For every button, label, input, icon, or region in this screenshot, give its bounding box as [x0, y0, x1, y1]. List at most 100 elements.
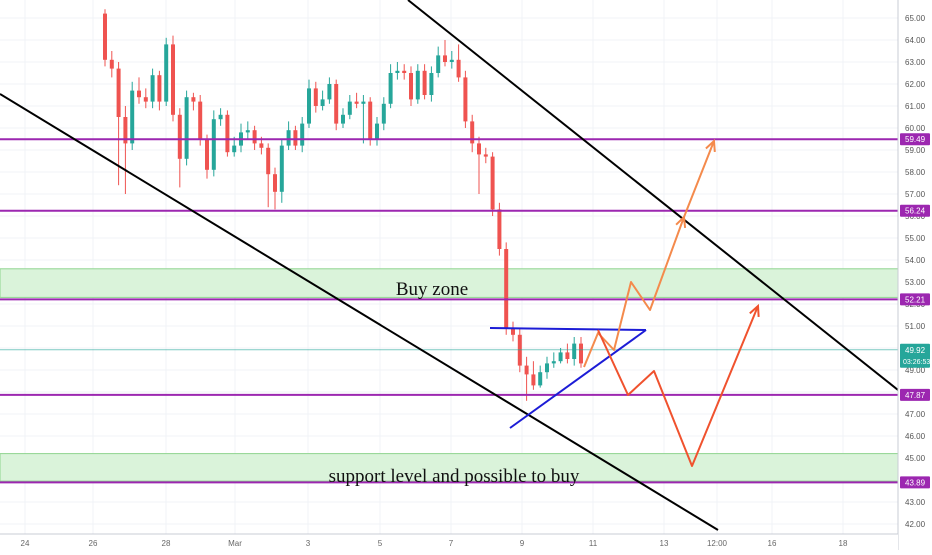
candle-body — [375, 123, 379, 139]
candle-body — [334, 84, 339, 124]
time-tick-label: 5 — [378, 539, 383, 548]
level-price-label: 56.24 — [905, 207, 926, 216]
candle-body — [205, 139, 209, 170]
time-tick-label: 28 — [162, 539, 171, 548]
candle-body — [218, 114, 223, 120]
channel-lower-line[interactable] — [0, 93, 719, 531]
price-tick-label: 43.00 — [905, 498, 926, 507]
drawings — [0, 0, 899, 531]
candle-body — [511, 328, 515, 335]
candle-body — [395, 70, 400, 73]
price-tick-label: 42.00 — [905, 520, 926, 529]
candle-body — [449, 59, 454, 62]
candle-body — [184, 97, 189, 159]
candle-body — [490, 156, 495, 210]
candle-body — [327, 84, 332, 100]
candle-body — [150, 75, 155, 102]
candle-body — [422, 70, 427, 95]
time-tick-label: 9 — [520, 539, 525, 548]
candle-body — [313, 88, 318, 106]
level-price-tag — [900, 388, 930, 401]
level-price-label: 47.87 — [905, 391, 926, 400]
bullish-projection[interactable] — [583, 216, 685, 368]
candle-body — [245, 130, 250, 133]
level-price-tag — [900, 133, 930, 146]
price-tick-label: 54.00 — [905, 256, 926, 265]
candle-body — [252, 130, 257, 144]
price-tick-label: 62.00 — [905, 80, 926, 89]
candle-body — [307, 88, 311, 124]
bullish-projection-extension-arrowhead — [705, 138, 716, 153]
candle-body — [123, 117, 128, 144]
channel-upper-line[interactable] — [407, 0, 899, 391]
candle-body — [347, 101, 352, 115]
candle-body — [171, 44, 175, 115]
candle-body — [381, 103, 386, 124]
candle-body — [211, 119, 216, 170]
price-tick-label: 59.00 — [905, 146, 926, 155]
candle-body — [436, 55, 441, 73]
candle-body — [191, 97, 196, 102]
candle-body — [415, 70, 420, 100]
candle-body — [286, 130, 291, 146]
candle-body — [279, 145, 284, 192]
bullish-projection-extension[interactable] — [683, 140, 715, 218]
level-price-tag — [900, 204, 930, 217]
candle-body — [497, 209, 502, 249]
bearish-projection-arrowhead — [749, 303, 760, 318]
price-tick-label: 60.00 — [905, 124, 926, 133]
price-tick-label: 58.00 — [905, 168, 926, 177]
level-price-label: 52.21 — [905, 295, 926, 304]
candle-body — [103, 13, 107, 60]
candle-body — [354, 101, 359, 104]
candle-body — [572, 343, 577, 359]
annotations: Buy zone support level and possible to bu… — [329, 279, 580, 487]
candle-body — [198, 101, 203, 139]
bearish-projection[interactable] — [597, 305, 759, 467]
candle-body — [157, 75, 162, 102]
zones — [0, 268, 899, 482]
level-price-label: 59.49 — [905, 135, 926, 144]
price-tick-label: 57.00 — [905, 190, 926, 199]
price-tick-label: 45.00 — [905, 454, 926, 463]
time-tick-label: 3 — [306, 539, 311, 548]
price-tick-label: 61.00 — [905, 102, 926, 111]
candle-body — [483, 154, 488, 157]
candle-body — [116, 68, 121, 117]
time-tick-label: Mar — [228, 539, 242, 548]
candle-body — [143, 97, 148, 102]
bar-countdown-label: 03:26:53 — [903, 359, 930, 366]
candle-body — [293, 130, 298, 146]
price-tick-label: 47.00 — [905, 410, 926, 419]
candle-body — [531, 374, 536, 386]
candle-body — [579, 343, 583, 364]
annotation-support-level: support level and possible to buy — [329, 466, 580, 487]
candle-body — [545, 363, 549, 373]
time-tick-label: 24 — [21, 539, 30, 548]
candle-body — [565, 352, 570, 359]
candles — [103, 9, 583, 401]
price-tick-label: 46.00 — [905, 432, 926, 441]
time-tick-label: 11 — [589, 539, 598, 548]
candle-body — [538, 372, 543, 386]
level-price-tag — [900, 293, 930, 306]
time-tick-label: 16 — [768, 539, 777, 548]
candle-body — [130, 90, 135, 144]
candle-body — [402, 70, 407, 73]
price-tick-label: 65.00 — [905, 14, 926, 23]
candle-body — [341, 114, 345, 124]
time-tick-label: 18 — [839, 539, 848, 548]
triangle-lower-line[interactable] — [509, 329, 647, 429]
price-axis: 65.00 64.00 63.00 62.00 61.00 60.00 59.00 58.00… — [897, 0, 932, 550]
time-tick-label: 7 — [449, 539, 454, 548]
candle-body — [429, 73, 434, 95]
candle-body — [463, 77, 468, 122]
price-tick-label: 51.00 — [905, 322, 926, 331]
price-tick-label: 53.00 — [905, 278, 926, 287]
candle-body — [164, 44, 169, 102]
horizontal-levels — [0, 138, 898, 484]
candle-body — [300, 123, 305, 146]
price-tick-label: 49.00 — [905, 366, 926, 375]
